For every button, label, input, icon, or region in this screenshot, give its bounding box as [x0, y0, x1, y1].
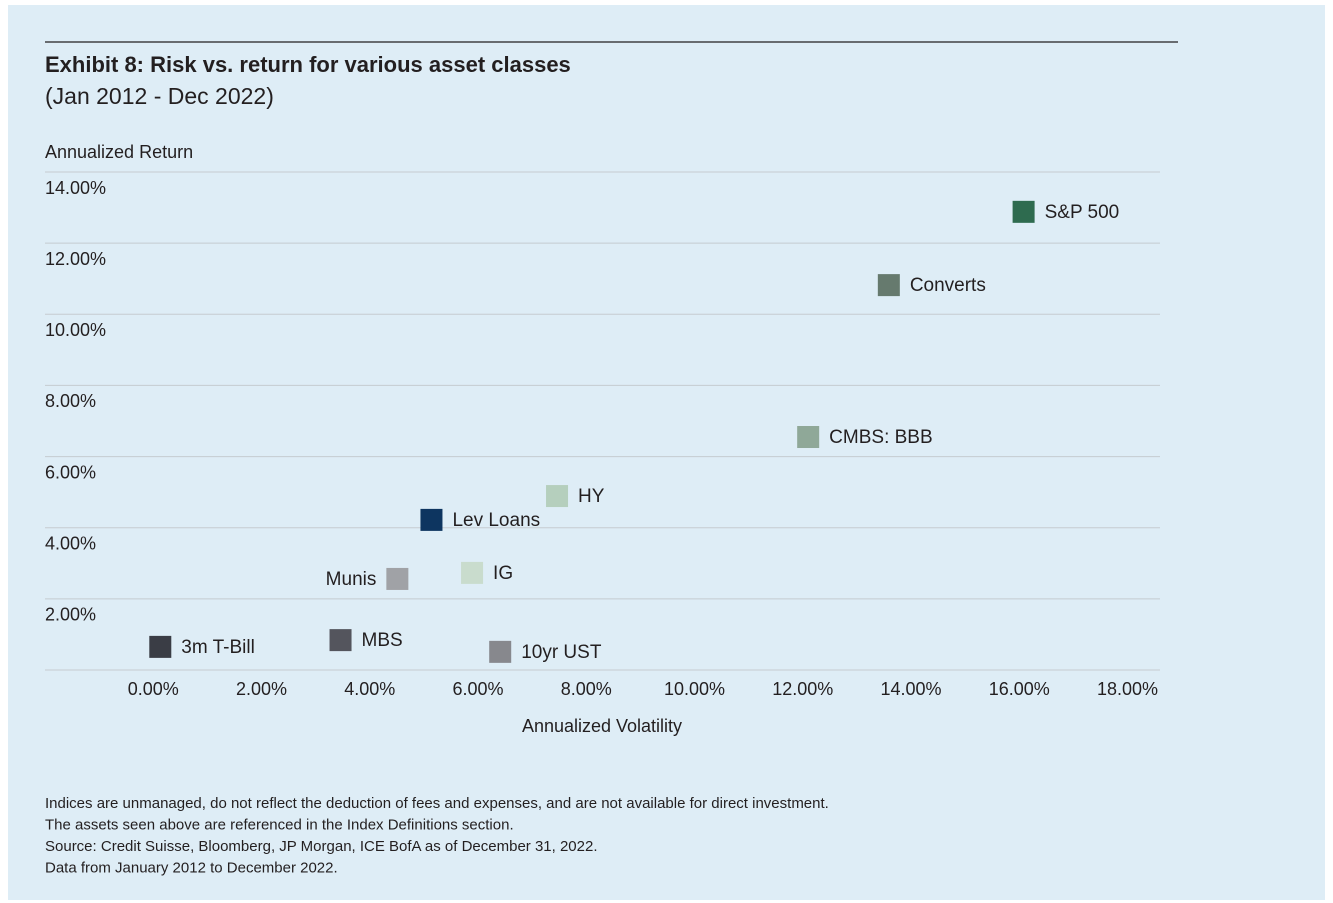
point-label: S&P 500 [1045, 202, 1120, 223]
point-label: Lev Loans [452, 510, 540, 531]
point [1012, 200, 1035, 223]
point [329, 629, 352, 652]
point-label: Munis [326, 569, 377, 590]
point-label: 10yr UST [521, 642, 602, 663]
background [8, 5, 1325, 900]
y-tick-label: 8.00% [45, 391, 96, 411]
footnote: Source: Credit Suisse, Bloomberg, JP Mor… [45, 838, 598, 855]
y-tick-label: 14.00% [45, 178, 106, 198]
chart-subtitle: (Jan 2012 - Dec 2022) [45, 83, 274, 109]
y-tick-label: 12.00% [45, 249, 106, 269]
point-label: Converts [910, 275, 986, 296]
x-tick-label: 6.00% [452, 679, 503, 699]
point [877, 274, 900, 297]
x-tick-label: 0.00% [128, 679, 179, 699]
y-tick-label: 4.00% [45, 533, 96, 553]
point [546, 485, 569, 508]
point [420, 508, 443, 531]
point [461, 561, 484, 584]
point-label: MBS [362, 630, 403, 651]
x-tick-label: 10.00% [664, 679, 725, 699]
x-tick-label: 18.00% [1097, 679, 1158, 699]
point-label: HY [578, 486, 605, 507]
point [797, 426, 820, 449]
point-label: IG [493, 563, 513, 584]
y-tick-label: 2.00% [45, 605, 96, 625]
chart-title: Exhibit 8: Risk vs. return for various a… [45, 52, 571, 77]
footnote: The assets seen above are referenced in … [45, 816, 514, 833]
point-label: 3m T-Bill [181, 637, 255, 658]
point [489, 640, 512, 663]
x-tick-label: 8.00% [561, 679, 612, 699]
x-tick-label: 12.00% [772, 679, 833, 699]
y-axis-title: Annualized Return [45, 142, 193, 162]
y-tick-label: 6.00% [45, 462, 96, 482]
x-tick-label: 14.00% [880, 679, 941, 699]
footnote: Indices are unmanaged, do not reflect th… [45, 795, 829, 812]
point [386, 567, 409, 590]
footnote: Data from January 2012 to December 2022. [45, 859, 338, 876]
x-axis-title: Annualized Volatility [522, 716, 682, 736]
point [149, 635, 172, 658]
x-tick-label: 16.00% [989, 679, 1050, 699]
x-tick-label: 4.00% [344, 679, 395, 699]
y-tick-label: 10.00% [45, 320, 106, 340]
x-tick-label: 2.00% [236, 679, 287, 699]
point-label: CMBS: BBB [829, 427, 932, 448]
